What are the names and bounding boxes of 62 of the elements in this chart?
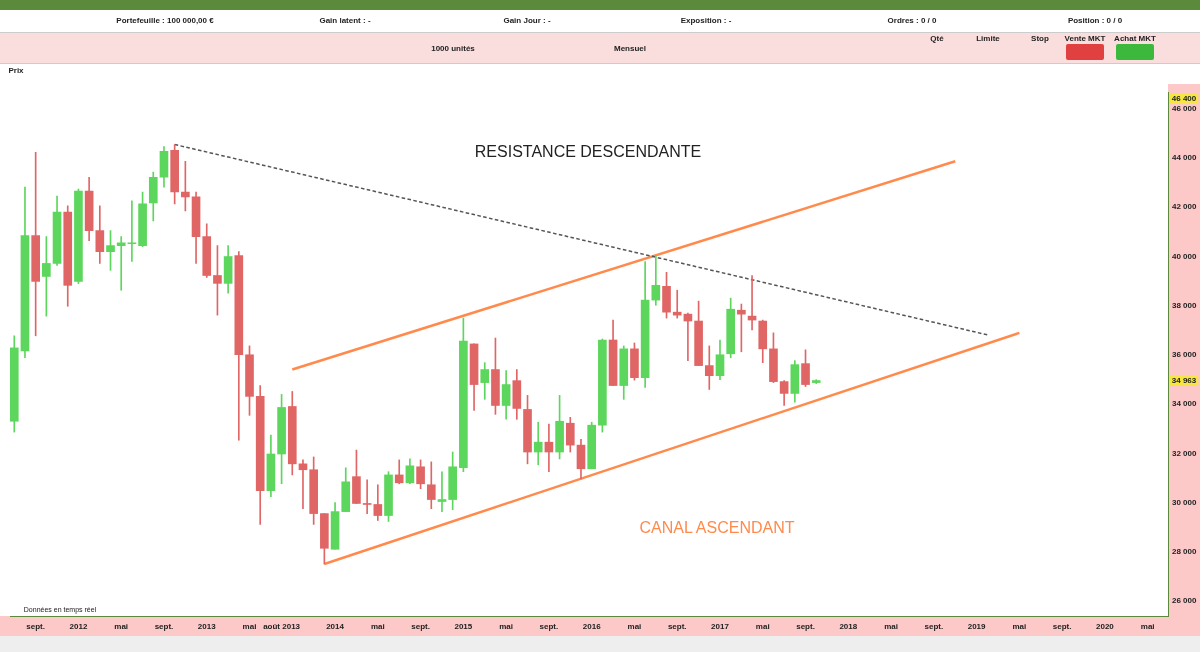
text: Gain Jour : -: [503, 16, 551, 25]
y-tick-label: 36 000: [1172, 350, 1198, 360]
y-tick-label: 26 000: [1172, 596, 1198, 606]
candlestick: [362, 479, 372, 514]
x-tick-label: 2017: [711, 622, 730, 631]
y-tick-label: 32 000: [1172, 448, 1198, 458]
x-tick-label: mai: [1140, 622, 1155, 631]
text: Prix: [8, 66, 24, 75]
x-tick-label: sept.: [411, 622, 430, 631]
text: Position : 0 / 0: [1067, 16, 1123, 25]
text: Ordres : 0 / 0: [887, 16, 937, 25]
candlestick: [437, 471, 447, 512]
x-tick-label: mai: [242, 622, 257, 631]
text: Achat MKT: [1114, 34, 1156, 43]
x-tick-label: 2016: [582, 622, 602, 631]
x-tick-label: sept.: [154, 622, 174, 631]
text: Portefeuille : 100 000,00 €: [116, 16, 214, 25]
y-tick-label: 44 000: [1172, 153, 1198, 163]
x-tick-label: sept.: [539, 622, 559, 631]
candlestick: [116, 236, 126, 291]
annotation: RESISTANCE DESCENDANTE: [474, 143, 702, 161]
y-tick-label: 38 000: [1172, 300, 1198, 310]
text: Limite: [976, 34, 1000, 43]
text: Gain latent : -: [319, 16, 371, 25]
candlestick: [127, 200, 137, 262]
x-tick-label: sept.: [924, 622, 944, 631]
x-tick-label: mai: [370, 622, 385, 631]
text: Stop: [1031, 34, 1049, 43]
x-tick-label: mai: [499, 622, 514, 631]
annotation: 34 963: [1171, 375, 1197, 385]
text: Exposition : -: [680, 16, 732, 25]
x-tick-label: mai: [1012, 622, 1027, 631]
x-tick-label: sept.: [796, 622, 815, 631]
x-tick-label: sept.: [26, 622, 45, 631]
x-tick-label: mai: [627, 622, 642, 631]
text: Mensuel: [613, 44, 647, 53]
candlestick: [704, 345, 714, 390]
x-tick-label: 2013: [197, 622, 217, 631]
x-tick-label: 2019: [967, 622, 987, 631]
x-tick-label: mai: [884, 622, 898, 631]
x-tick-label: mai: [114, 622, 129, 631]
x-tick-label: 2015: [454, 622, 473, 631]
x-tick-label: sept.: [667, 622, 687, 631]
text: 1000 unités: [431, 44, 475, 53]
x-tick-label: mai: [755, 622, 770, 631]
y-tick-label: 46 000: [1172, 104, 1198, 114]
y-tick-label: 40 000: [1172, 251, 1198, 261]
annotation: 46 400: [1171, 94, 1197, 104]
x-tick-label: 2020: [1096, 622, 1115, 631]
y-tick-label: 42 000: [1172, 202, 1198, 212]
y-tick-label: 30 000: [1172, 497, 1198, 507]
annotation: CANAL ASCENDANT: [639, 519, 795, 537]
text: Vente MKT: [1064, 34, 1106, 43]
x-tick-label: sept.: [1052, 622, 1072, 631]
candlestick: [533, 421, 543, 466]
x-tick-label: août 2013: [263, 622, 301, 631]
y-tick-label: 28 000: [1172, 547, 1198, 557]
y-tick-label: 34 000: [1172, 399, 1198, 409]
x-tick-label: 2014: [326, 622, 345, 631]
x-tick-label: 2018: [839, 622, 858, 631]
text: Qté: [930, 34, 944, 43]
x-tick-label: 2012: [69, 622, 88, 631]
